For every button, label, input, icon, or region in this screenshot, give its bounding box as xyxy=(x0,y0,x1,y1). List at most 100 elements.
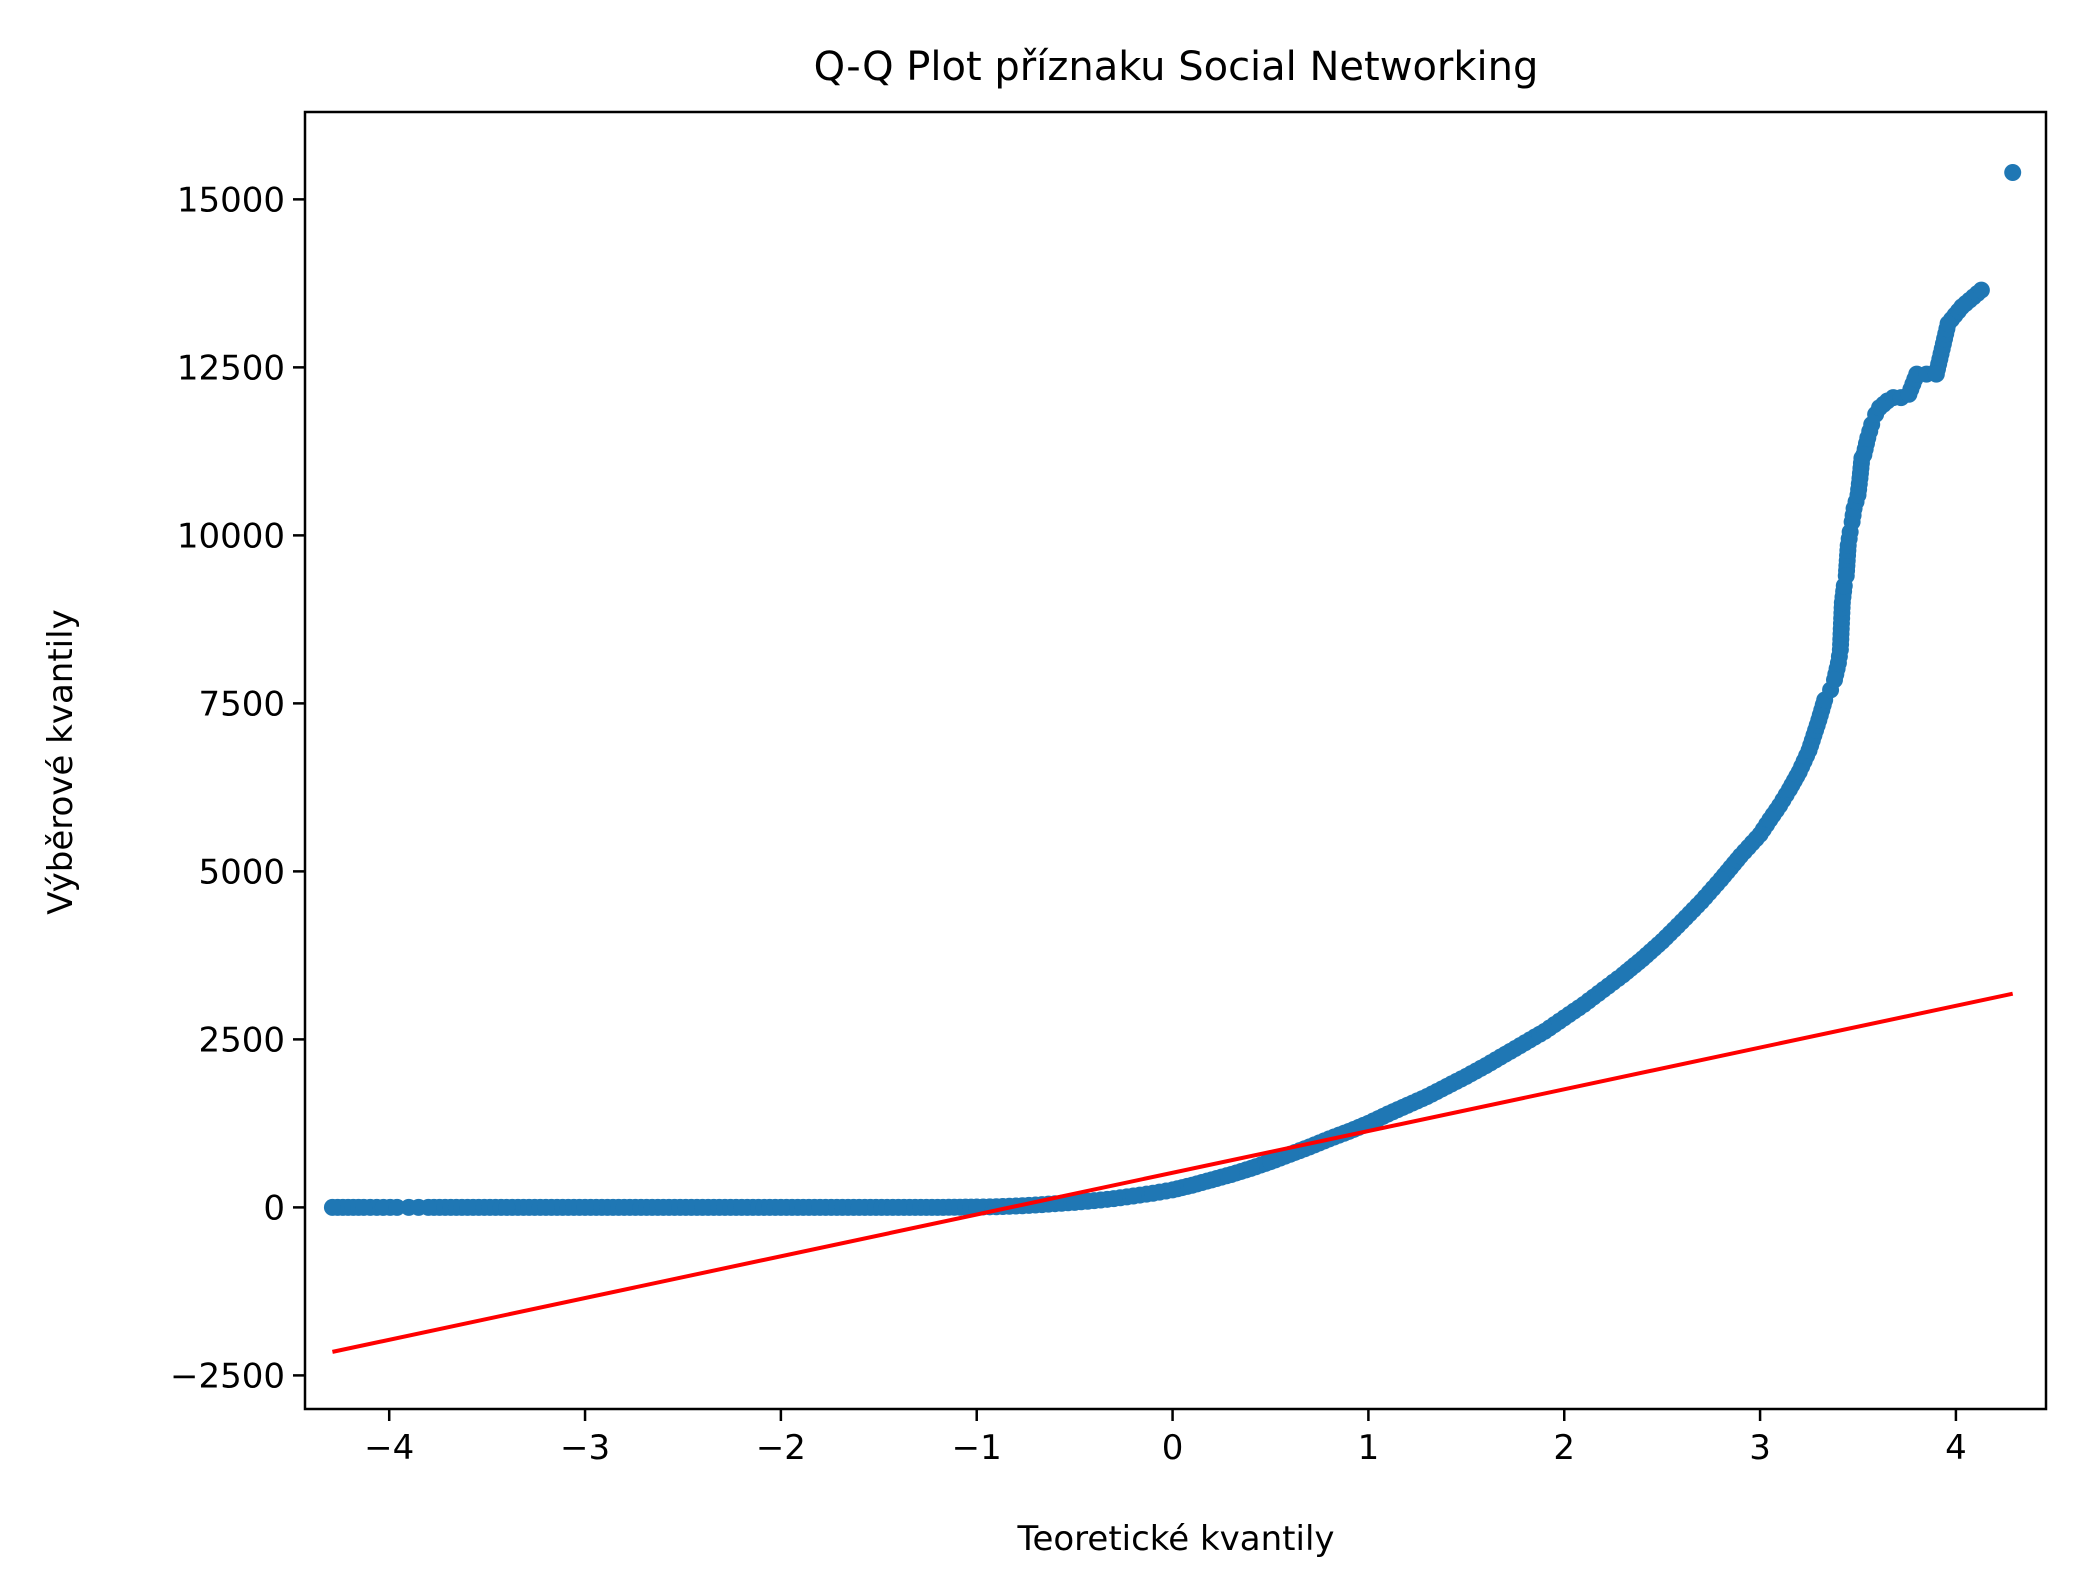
qq-point xyxy=(1839,536,1857,554)
reference-fit-line xyxy=(332,991,2014,1354)
qq-point xyxy=(1939,315,1957,333)
qq-point xyxy=(1692,893,1710,911)
qq-point xyxy=(1833,594,1851,612)
qq-point xyxy=(968,1198,986,1216)
y-tick-label: 0 xyxy=(263,1188,285,1228)
qq-point xyxy=(1066,1193,1084,1211)
qq-point xyxy=(615,1198,633,1216)
qq-point xyxy=(1379,1105,1397,1123)
y-tick-label: 12500 xyxy=(177,348,285,388)
qq-point xyxy=(419,1198,437,1216)
qq-point xyxy=(1085,1192,1103,1210)
x-tick-label: 2 xyxy=(1553,1428,1575,1468)
qq-point xyxy=(1712,870,1730,888)
y-tick-label: 15000 xyxy=(177,180,285,220)
qq-point xyxy=(1927,365,1945,383)
x-tick-label: 4 xyxy=(1945,1428,1967,1468)
plot-area xyxy=(323,163,2022,1354)
chart-title: Q-Q Plot příznaku Social Networking xyxy=(814,44,1539,90)
qq-point xyxy=(1634,950,1652,968)
qq-point xyxy=(1457,1067,1475,1085)
qq-point xyxy=(850,1198,868,1216)
qq-point xyxy=(1555,1009,1573,1027)
qq-point xyxy=(1829,654,1847,672)
qq-point xyxy=(2004,163,2022,181)
qq-point xyxy=(1953,298,1971,316)
qq-point xyxy=(889,1198,907,1216)
x-axis-ticks: −4 −3 −2 −1 0 1 2 3 4 xyxy=(364,1409,1967,1468)
qq-point xyxy=(1438,1077,1456,1095)
x-axis-label: Teoretické kvantily xyxy=(1016,1519,1334,1559)
qq-point xyxy=(1849,486,1867,504)
y-tick-label: 5000 xyxy=(198,852,285,892)
qq-point xyxy=(1261,1153,1279,1171)
axes-frame xyxy=(303,110,2048,1411)
y-tick-label: 2500 xyxy=(198,1020,285,1060)
qq-point xyxy=(1751,825,1769,843)
qq-point xyxy=(1771,797,1789,815)
qq-point xyxy=(1222,1165,1240,1183)
qq-point xyxy=(498,1198,516,1216)
x-tick-label: −4 xyxy=(364,1428,414,1468)
qq-point xyxy=(1855,446,1873,464)
qq-point xyxy=(1144,1184,1162,1202)
qq-point xyxy=(1900,385,1918,403)
qq-point xyxy=(1843,513,1861,531)
x-tick-label: −3 xyxy=(560,1428,610,1468)
qq-point xyxy=(1242,1159,1260,1177)
qq-point xyxy=(811,1198,829,1216)
qq-point xyxy=(1653,932,1671,950)
qq-point xyxy=(1780,780,1798,798)
qq-point xyxy=(1124,1187,1142,1205)
qq-point xyxy=(1164,1181,1182,1199)
qq-point xyxy=(1575,995,1593,1013)
qq-point xyxy=(374,1198,392,1216)
x-tick-label: 3 xyxy=(1749,1428,1771,1468)
qq-point xyxy=(694,1198,712,1216)
qq-point xyxy=(576,1198,594,1216)
x-tick-label: 0 xyxy=(1162,1428,1184,1468)
qq-point xyxy=(1496,1045,1514,1063)
qq-point xyxy=(1851,469,1869,487)
y-tick-label: 7500 xyxy=(198,684,285,724)
qq-point xyxy=(1800,741,1818,759)
qq-point xyxy=(1614,966,1632,984)
qq-point xyxy=(1359,1114,1377,1132)
qq-point xyxy=(323,1198,341,1216)
qq-point xyxy=(1731,847,1749,865)
qq-point xyxy=(537,1198,555,1216)
qq-point xyxy=(772,1198,790,1216)
qq-point xyxy=(1477,1057,1495,1075)
qq-point xyxy=(355,1198,373,1216)
y-axis-label: Výběrové kvantily xyxy=(41,609,81,914)
qq-point xyxy=(388,1198,406,1216)
qq-point xyxy=(1183,1176,1201,1194)
qq-point xyxy=(1516,1034,1534,1052)
qq-point xyxy=(1825,671,1843,689)
qq-point xyxy=(1418,1088,1436,1106)
qq-point xyxy=(1859,429,1877,447)
y-axis-ticks: −2500 0 2500 5000 7500 10000 12500 15000 xyxy=(170,180,305,1396)
qq-point xyxy=(929,1198,947,1216)
qq-point xyxy=(1972,281,1990,299)
sample-quantile-points xyxy=(323,163,2022,1216)
y-tick-label: 10000 xyxy=(177,516,285,556)
qq-point xyxy=(459,1198,477,1216)
qq-point xyxy=(654,1198,672,1216)
qq-point xyxy=(1594,981,1612,999)
x-tick-label: 1 xyxy=(1358,1428,1380,1468)
qq-point xyxy=(1673,913,1691,931)
qq-point xyxy=(1790,763,1808,781)
qq-point xyxy=(1536,1022,1554,1040)
y-tick-label: −2500 xyxy=(170,1356,285,1396)
qq-point xyxy=(1761,811,1779,829)
qq-point xyxy=(733,1198,751,1216)
qq-point xyxy=(1810,711,1828,729)
qq-point xyxy=(1837,567,1855,585)
qq-point xyxy=(1203,1171,1221,1189)
x-tick-label: −2 xyxy=(756,1428,806,1468)
qq-point xyxy=(1399,1096,1417,1114)
qq-point xyxy=(1105,1190,1123,1208)
